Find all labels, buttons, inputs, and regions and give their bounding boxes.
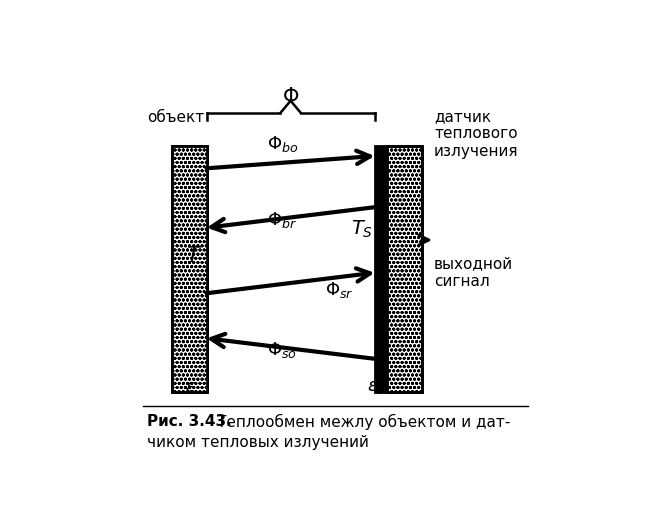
Bar [375, 146, 387, 392]
Text: чиком тепловых излучений: чиком тепловых излучений [147, 435, 369, 450]
Bar [387, 146, 422, 392]
Text: объект: объект [147, 110, 204, 126]
Text: Рис. 3.43.: Рис. 3.43. [147, 414, 232, 429]
Text: $T$: $T$ [186, 246, 202, 267]
Text: $\varepsilon$: $\varepsilon$ [185, 378, 196, 396]
Text: $\varepsilon_s$: $\varepsilon_s$ [367, 378, 385, 396]
Text: $\Phi_{so}$: $\Phi_{so}$ [267, 340, 297, 360]
Bar [375, 146, 422, 392]
Bar [172, 146, 206, 392]
Text: выходной
сигнал: выходной сигнал [434, 256, 513, 289]
Text: Теплообмен межлу объектом и дат-: Теплообмен межлу объектом и дат- [217, 414, 510, 430]
Text: $\Phi_{sr}$: $\Phi_{sr}$ [326, 280, 354, 300]
Text: $T_S$: $T_S$ [351, 219, 373, 240]
Bar [387, 146, 422, 392]
Text: $\Phi_{br}$: $\Phi_{br}$ [267, 210, 297, 230]
Text: $\Phi_{bo}$: $\Phi_{bo}$ [267, 134, 298, 154]
Bar [172, 146, 206, 392]
Text: $\Phi$: $\Phi$ [282, 87, 299, 106]
Text: датчик
теплового
излучения: датчик теплового излучения [434, 109, 519, 159]
